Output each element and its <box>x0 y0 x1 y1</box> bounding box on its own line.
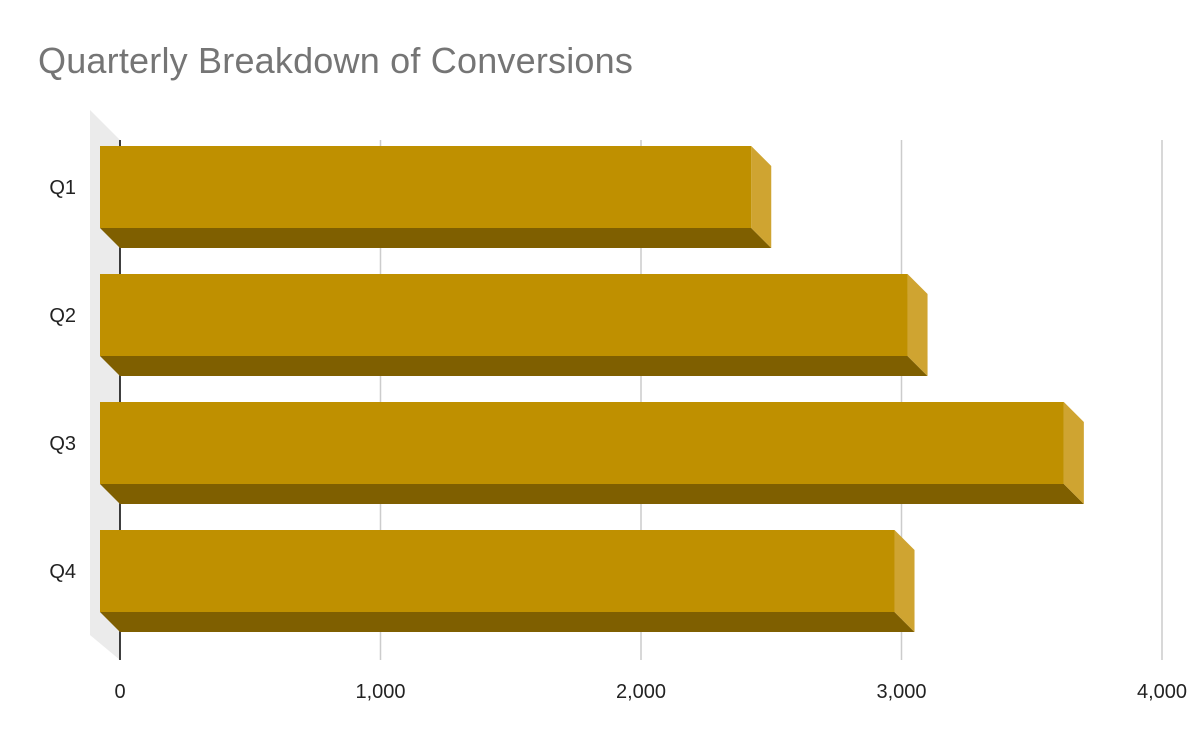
category-label: Q4 <box>49 561 76 583</box>
category-label: Q2 <box>49 305 76 327</box>
bar-bottom-face <box>100 356 928 376</box>
category-label: Q3 <box>49 433 76 455</box>
x-tick-label: 2,000 <box>616 681 666 703</box>
bar-front-face <box>100 402 1064 484</box>
x-tick-label: 1,000 <box>355 681 405 703</box>
bar-bottom-face <box>100 612 915 632</box>
bar-bottom-face <box>100 484 1084 504</box>
bar-q4 <box>100 530 915 632</box>
bar-side-face <box>907 274 928 376</box>
bars <box>100 146 1084 632</box>
bar-side-face <box>894 530 915 632</box>
bar-side-face <box>751 146 772 248</box>
bar-front-face <box>100 146 752 228</box>
x-tick-label: 3,000 <box>876 681 926 703</box>
side-wall <box>90 110 120 660</box>
chart-title: Quarterly Breakdown of Conversions <box>38 40 634 81</box>
chart-wall <box>90 110 120 660</box>
x-tick-labels: 0 1,000 2,000 3,000 4,000 <box>114 681 1187 703</box>
category-label: Q1 <box>49 177 76 199</box>
bar-side-face <box>1063 402 1084 504</box>
bar-bottom-face <box>100 228 772 248</box>
bar-front-face <box>100 274 908 356</box>
bar-q1 <box>100 146 772 248</box>
x-tick-label: 4,000 <box>1137 681 1187 703</box>
x-tick-label: 0 <box>114 681 125 703</box>
bar-q2 <box>100 274 928 376</box>
bar-q3 <box>100 402 1084 504</box>
category-labels: Q1 Q2 Q3 Q4 <box>49 177 76 583</box>
bar-front-face <box>100 530 895 612</box>
